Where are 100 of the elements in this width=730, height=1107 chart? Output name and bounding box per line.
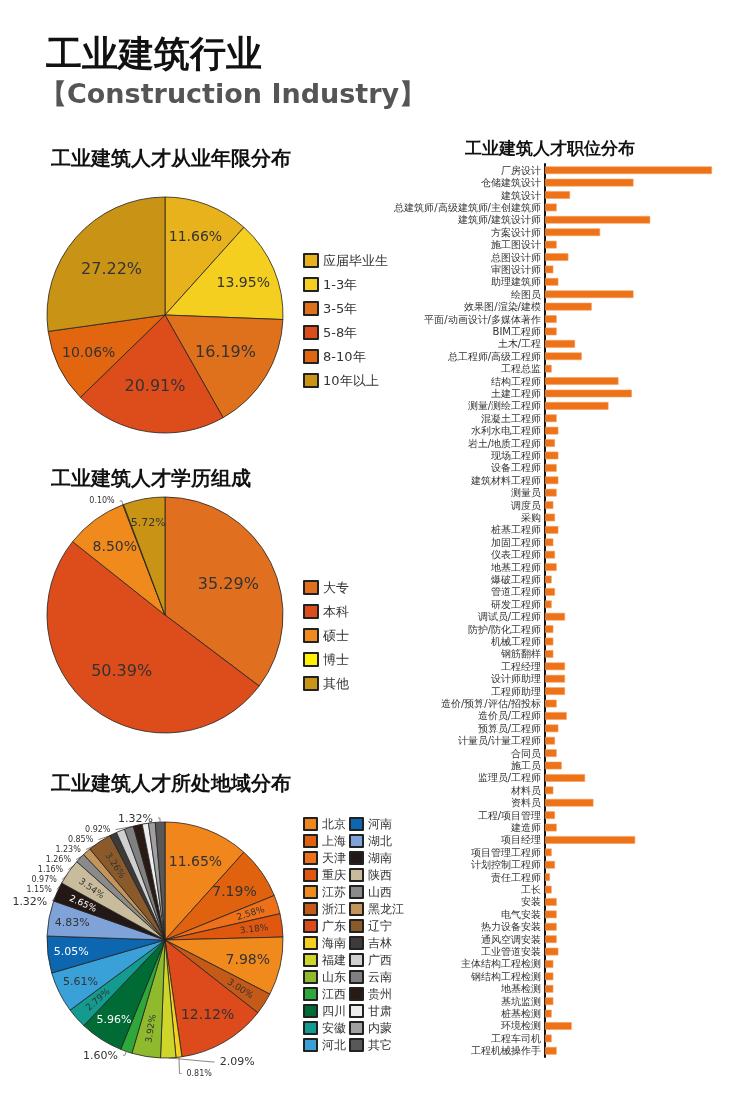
data-label: 5.72%	[130, 515, 166, 529]
legend-label: 陕西	[368, 868, 392, 882]
data-label: 1.60%	[82, 1048, 118, 1062]
y-tick-label: 主体结构工程检测	[461, 958, 541, 970]
y-tick-label: 监理员/工程师	[477, 772, 541, 784]
y-tick-label: 工程总监	[501, 363, 541, 375]
y-tick-label: 环境检测	[501, 1020, 541, 1032]
y-tick-label: 造价/预算/评估/招投标	[440, 698, 541, 710]
y-tick-label: 安装	[521, 896, 541, 908]
data-label: 20.91%	[124, 375, 186, 395]
y-tick-label: 设计师助理	[491, 673, 541, 685]
y-tick-label: 土木/工程	[497, 338, 541, 350]
legend-label: 海南	[322, 936, 346, 950]
legend-label: 本科	[323, 604, 349, 619]
legend-label: 河北	[322, 1038, 346, 1052]
data-label: 1.15%	[26, 885, 53, 895]
legend-label: 云南	[368, 970, 392, 984]
y-tick-label: 基坑监测	[501, 995, 541, 1007]
y-tick-label: 通风空调安装	[481, 933, 541, 945]
y-tick-label: 土建工程师	[491, 387, 541, 399]
legend-label: 8-10年	[323, 349, 366, 364]
y-tick-label: 施工员	[511, 760, 541, 772]
text: 【Construction Industry】	[40, 77, 427, 111]
legend-label: 广东	[322, 919, 346, 933]
legend-label: 其它	[368, 1038, 392, 1052]
data-label: 11.66%	[168, 227, 223, 244]
legend-label: 山东	[322, 970, 346, 984]
data-label: 4.83%	[54, 916, 90, 930]
data-label: 0.10%	[89, 496, 116, 506]
y-tick-label: 测量员	[511, 487, 541, 499]
legend-label: 江苏	[322, 885, 346, 899]
y-tick-label: 爆破工程师	[491, 573, 541, 585]
legend-label: 吉林	[368, 936, 392, 950]
y-tick-label: 总工程师/高级工程师	[446, 350, 541, 362]
legend-label: 安徽	[322, 1021, 346, 1035]
y-tick-label: 混凝土工程师	[481, 412, 541, 424]
y-tick-label: 测量/测绘工程师	[467, 400, 541, 412]
y-tick-label: 机械工程师	[491, 636, 541, 648]
y-tick-label: 仓储建筑设计	[481, 177, 541, 189]
y-tick-label: 调试员/工程师	[477, 611, 541, 623]
legend-label: 硕士	[322, 628, 349, 643]
data-label: 5.05%	[53, 945, 89, 959]
data-label: 8.50%	[92, 538, 137, 555]
y-tick-label: 审图设计师	[491, 263, 541, 275]
legend-label: 3-5年	[323, 301, 358, 316]
chart-title: 工业建筑人才所处地域分布	[50, 771, 291, 795]
legend-label: 贵州	[368, 987, 392, 1001]
y-tick-label: 电气安装	[501, 908, 541, 920]
chart-title: 工业建筑人才学历组成	[50, 466, 251, 490]
y-tick-label: 计划控制工程师	[471, 859, 541, 871]
y-tick-label: 方案设计师	[491, 226, 541, 238]
data-label: 2.58%	[235, 903, 267, 923]
chart-title: 工业建筑人才职位分布	[464, 137, 635, 158]
legend-label: 其他	[323, 676, 349, 691]
data-label: 3.92%	[143, 1013, 158, 1044]
legend-label: 10年以上	[323, 373, 379, 388]
y-tick-label: 建筑设计	[500, 189, 541, 201]
y-tick-label: 工程/项目管理	[477, 809, 541, 821]
legend-label: 天津	[322, 851, 346, 865]
y-tick-label: 地基检测	[500, 983, 541, 995]
data-label: 5.96%	[96, 1012, 132, 1026]
y-tick-label: 钢结构工程检测	[470, 970, 541, 982]
y-tick-label: 建筑师/建筑设计师	[456, 214, 541, 226]
y-tick-label: 工长	[521, 884, 541, 896]
legend-label: 河南	[368, 817, 392, 831]
y-tick-label: 热力设备安装	[481, 921, 541, 933]
y-tick-label: 地基工程师	[490, 561, 541, 573]
y-tick-label: 预算员/工程师	[477, 722, 541, 734]
data-label: 1.16%	[37, 865, 64, 875]
y-tick-label: 材料员	[510, 784, 541, 796]
legend-label: 浙江	[322, 902, 346, 916]
data-label: 0.92%	[85, 825, 111, 835]
data-label: 0.97%	[31, 875, 58, 885]
y-tick-label: 设备工程师	[491, 462, 541, 474]
legend-label: 甘肃	[368, 1004, 392, 1018]
y-tick-label: 绘图员	[511, 288, 541, 300]
y-tick-label: 计量员/计量工程师	[457, 735, 541, 747]
y-tick-label: 厂房设计	[501, 164, 541, 176]
y-tick-label: 造价员/工程师	[477, 710, 541, 722]
legend-label: 上海	[322, 834, 346, 848]
y-tick-label: 结构工程师	[491, 375, 541, 387]
y-tick-label: 桩基检测	[500, 1008, 541, 1020]
data-label: 1.26%	[45, 855, 72, 865]
legend-label: 湖南	[368, 851, 392, 865]
data-label: 13.95%	[216, 273, 270, 290]
y-tick-label: BIM工程师	[492, 325, 541, 337]
y-tick-label: 水利水电工程师	[471, 425, 541, 437]
legend-label: 四川	[322, 1004, 346, 1018]
y-tick-label: 加固工程师	[491, 536, 541, 548]
y-tick-label: 责任工程师	[491, 871, 541, 883]
data-label: 1.32%	[117, 811, 153, 825]
data-label: 35.29%	[197, 573, 259, 593]
data-label: 0.81%	[186, 1068, 213, 1078]
legend-label: 重庆	[322, 868, 346, 882]
y-tick-label: 桩基工程师	[490, 524, 541, 536]
y-tick-label: 管道工程师	[491, 586, 541, 598]
y-tick-label: 防护/防化工程师	[467, 623, 541, 635]
y-tick-label: 现场工程师	[491, 449, 541, 461]
data-label: 1.23%	[55, 845, 82, 855]
data-label: 2.09%	[219, 1055, 255, 1069]
